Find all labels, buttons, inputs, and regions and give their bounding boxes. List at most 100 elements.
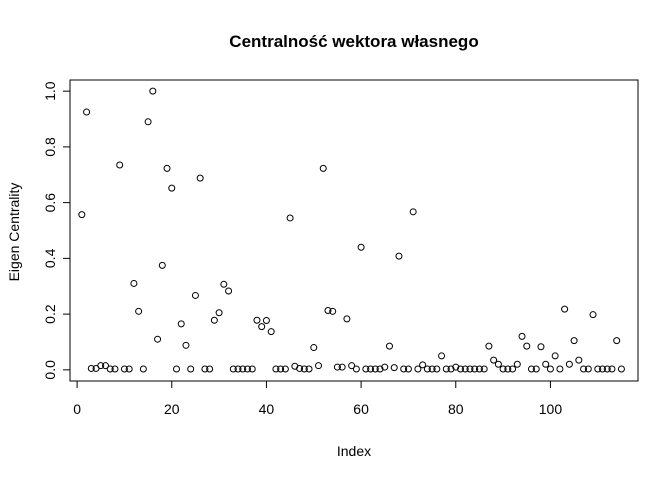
data-point xyxy=(617,365,625,373)
data-point xyxy=(154,335,162,343)
data-point xyxy=(239,365,247,373)
data-point xyxy=(324,306,332,314)
data-point xyxy=(404,365,412,373)
data-point xyxy=(608,365,616,373)
data-point xyxy=(442,365,450,373)
data-point xyxy=(504,365,512,373)
data-point xyxy=(599,365,606,373)
data-point xyxy=(386,342,393,350)
data-point xyxy=(215,309,223,317)
data-point xyxy=(551,352,559,360)
data-point xyxy=(532,365,540,373)
data-point xyxy=(414,365,422,373)
data-point xyxy=(253,316,261,324)
data-point xyxy=(499,365,507,373)
y-axis-label: Eigen Centrality xyxy=(6,183,22,282)
data-point xyxy=(518,332,526,340)
data-point xyxy=(338,363,346,371)
data-point xyxy=(447,365,455,373)
data-point xyxy=(433,365,441,373)
y-tick-label: 0.6 xyxy=(42,193,58,213)
data-point xyxy=(556,365,564,373)
y-axis: 0.0 0.2 0.4 0.6 0.8 1.0 xyxy=(42,81,71,380)
data-point xyxy=(438,352,446,360)
data-point xyxy=(97,362,105,370)
data-point xyxy=(376,365,384,373)
data-point xyxy=(244,365,251,373)
data-point xyxy=(423,365,431,373)
data-point xyxy=(395,252,403,260)
data-point xyxy=(457,365,464,373)
data-point xyxy=(613,337,621,345)
data-point xyxy=(310,344,318,352)
data-point xyxy=(475,365,483,373)
data-point xyxy=(523,342,531,350)
chart-title: Centralność wektora własnego xyxy=(229,32,478,51)
data-point xyxy=(381,363,389,371)
data-points xyxy=(78,87,625,373)
y-tick-label: 0.4 xyxy=(42,248,58,268)
data-point xyxy=(352,365,360,373)
data-point xyxy=(367,365,375,373)
data-point xyxy=(319,164,327,172)
data-point xyxy=(220,280,228,288)
data-point xyxy=(400,365,408,373)
data-point xyxy=(210,316,218,324)
data-point xyxy=(584,365,592,373)
data-point xyxy=(267,328,275,336)
data-point xyxy=(490,356,498,364)
data-point xyxy=(130,279,138,287)
data-point xyxy=(343,315,351,323)
data-point xyxy=(187,365,195,373)
data-point xyxy=(201,365,209,373)
data-point xyxy=(158,261,166,269)
data-point xyxy=(513,360,521,368)
data-point xyxy=(225,287,233,295)
x-tick-label: 60 xyxy=(353,401,369,417)
data-point xyxy=(509,365,517,373)
data-point xyxy=(594,365,602,373)
y-tick-label: 0.2 xyxy=(42,304,58,324)
x-axis: 0 20 40 60 80 100 xyxy=(73,380,563,417)
data-point xyxy=(177,320,185,328)
data-point xyxy=(125,365,133,373)
data-point xyxy=(452,363,460,371)
x-tick-label: 40 xyxy=(259,401,275,417)
x-tick-label: 100 xyxy=(539,401,563,417)
y-tick-label: 0.8 xyxy=(42,137,58,157)
data-point xyxy=(528,365,535,373)
data-point xyxy=(561,305,569,313)
data-point xyxy=(191,291,199,299)
data-point xyxy=(589,311,597,319)
data-point xyxy=(362,365,370,373)
data-point xyxy=(537,343,545,351)
data-point xyxy=(296,364,304,372)
x-axis-label: Index xyxy=(337,443,371,459)
data-point xyxy=(371,365,379,373)
data-point xyxy=(494,360,502,368)
data-point xyxy=(106,365,114,373)
data-point xyxy=(329,307,337,315)
data-point xyxy=(565,360,573,368)
data-point xyxy=(196,174,204,182)
data-point xyxy=(262,317,270,325)
x-tick-label: 80 xyxy=(448,401,464,417)
data-point xyxy=(111,365,119,373)
x-tick-label: 20 xyxy=(164,401,180,417)
data-point xyxy=(281,365,289,373)
data-point xyxy=(206,365,214,373)
data-point xyxy=(120,365,128,373)
data-point xyxy=(305,365,313,373)
data-point xyxy=(87,364,95,372)
data-point xyxy=(471,365,479,373)
data-point xyxy=(144,118,152,126)
y-tick-label: 0.0 xyxy=(42,360,58,380)
data-point xyxy=(390,364,398,372)
data-point xyxy=(135,307,143,315)
data-point xyxy=(348,362,356,370)
data-point xyxy=(248,365,256,373)
data-point xyxy=(182,341,190,349)
data-point xyxy=(461,365,469,373)
